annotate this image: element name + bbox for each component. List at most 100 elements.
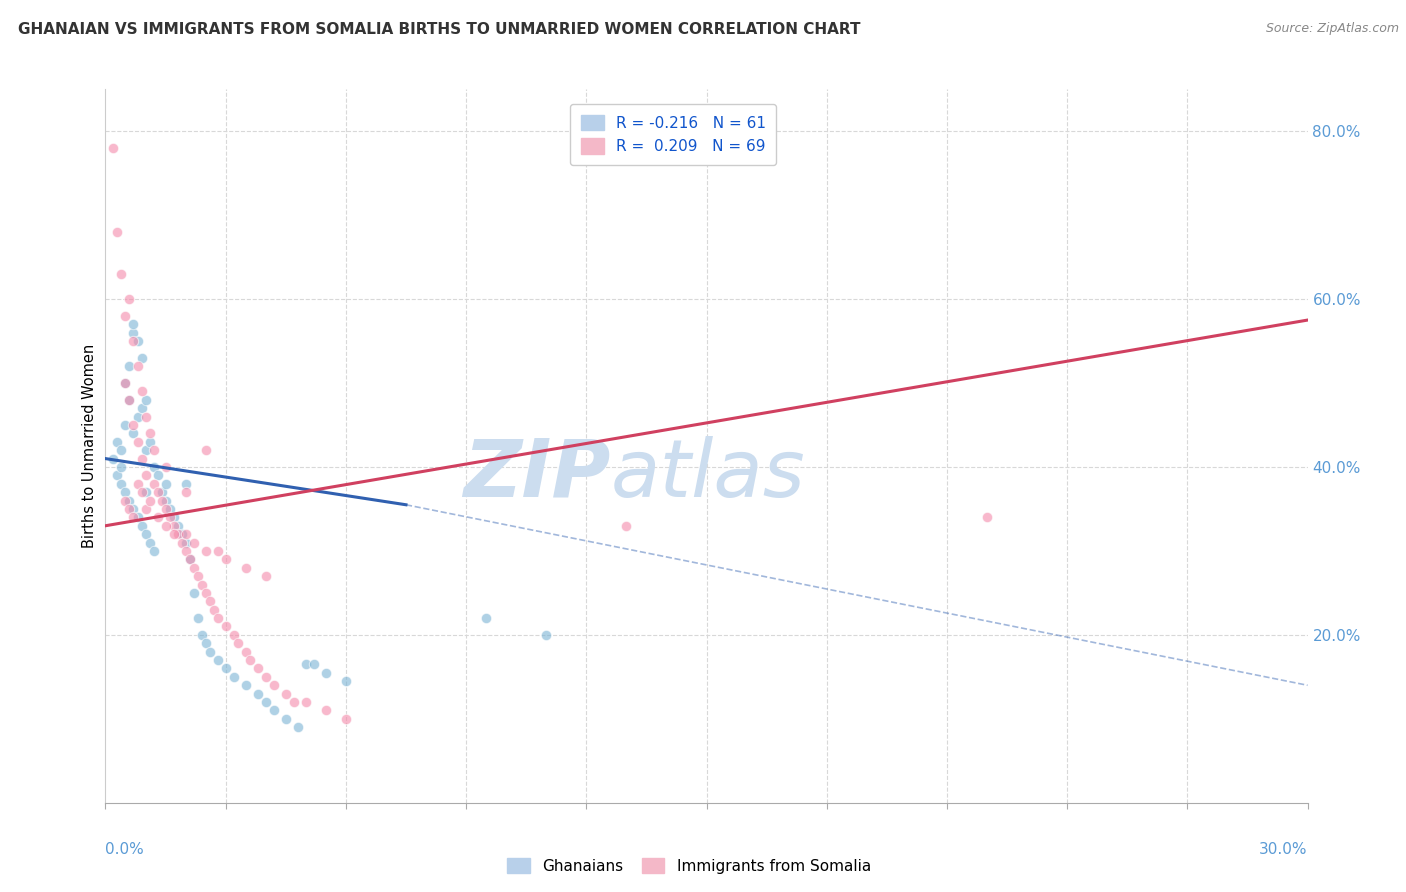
Point bbox=[170, 527, 193, 541]
Point bbox=[135, 409, 157, 424]
Point bbox=[976, 510, 998, 524]
Point bbox=[155, 460, 177, 475]
Point bbox=[166, 527, 188, 541]
Point bbox=[174, 476, 197, 491]
Point bbox=[274, 712, 297, 726]
Point bbox=[107, 468, 129, 483]
Point bbox=[302, 657, 325, 672]
Point bbox=[207, 611, 229, 625]
Point bbox=[246, 661, 269, 675]
Point bbox=[226, 636, 249, 650]
Point bbox=[166, 518, 188, 533]
Point bbox=[142, 443, 165, 458]
Point bbox=[110, 476, 132, 491]
Point bbox=[135, 443, 157, 458]
Point bbox=[187, 569, 209, 583]
Point bbox=[235, 560, 257, 574]
Point bbox=[131, 451, 153, 466]
Point bbox=[295, 695, 318, 709]
Point bbox=[155, 493, 177, 508]
Text: GHANAIAN VS IMMIGRANTS FROM SOMALIA BIRTHS TO UNMARRIED WOMEN CORRELATION CHART: GHANAIAN VS IMMIGRANTS FROM SOMALIA BIRT… bbox=[18, 22, 860, 37]
Text: atlas: atlas bbox=[610, 435, 806, 514]
Point bbox=[174, 485, 197, 500]
Point bbox=[174, 535, 197, 549]
Point bbox=[103, 141, 125, 155]
Point bbox=[135, 502, 157, 516]
Point bbox=[122, 318, 145, 332]
Point bbox=[122, 417, 145, 432]
Point bbox=[114, 417, 136, 432]
Y-axis label: Births to Unmarried Women: Births to Unmarried Women bbox=[82, 344, 97, 548]
Point bbox=[122, 426, 145, 441]
Point bbox=[214, 619, 236, 633]
Point bbox=[214, 661, 236, 675]
Point bbox=[475, 611, 498, 625]
Point bbox=[162, 527, 184, 541]
Point bbox=[110, 443, 132, 458]
Point bbox=[183, 535, 205, 549]
Point bbox=[274, 687, 297, 701]
Point bbox=[110, 460, 132, 475]
Point bbox=[107, 225, 129, 239]
Point bbox=[194, 586, 217, 600]
Point bbox=[118, 292, 141, 306]
Point bbox=[202, 603, 225, 617]
Point bbox=[534, 628, 557, 642]
Point bbox=[194, 544, 217, 558]
Legend: R = -0.216   N = 61, R =  0.209   N = 69: R = -0.216 N = 61, R = 0.209 N = 69 bbox=[569, 104, 776, 165]
Point bbox=[235, 678, 257, 692]
Point bbox=[155, 502, 177, 516]
Point bbox=[142, 476, 165, 491]
Point bbox=[146, 485, 169, 500]
Point bbox=[127, 409, 149, 424]
Point bbox=[194, 443, 217, 458]
Point bbox=[183, 560, 205, 574]
Point bbox=[335, 712, 357, 726]
Point bbox=[127, 510, 149, 524]
Point bbox=[190, 577, 212, 591]
Point bbox=[114, 376, 136, 390]
Point bbox=[122, 326, 145, 340]
Point bbox=[254, 695, 277, 709]
Point bbox=[315, 665, 337, 680]
Point bbox=[135, 468, 157, 483]
Point bbox=[187, 611, 209, 625]
Point bbox=[114, 309, 136, 323]
Point bbox=[155, 518, 177, 533]
Point bbox=[162, 518, 184, 533]
Legend: Ghanaians, Immigrants from Somalia: Ghanaians, Immigrants from Somalia bbox=[501, 852, 877, 880]
Point bbox=[131, 518, 153, 533]
Point bbox=[235, 645, 257, 659]
Point bbox=[146, 468, 169, 483]
Point bbox=[207, 544, 229, 558]
Point bbox=[138, 426, 160, 441]
Point bbox=[616, 518, 638, 533]
Point bbox=[110, 267, 132, 281]
Point bbox=[239, 653, 262, 667]
Point bbox=[107, 434, 129, 449]
Point bbox=[198, 645, 221, 659]
Point bbox=[114, 376, 136, 390]
Point bbox=[254, 569, 277, 583]
Point bbox=[159, 502, 181, 516]
Point bbox=[131, 485, 153, 500]
Point bbox=[103, 451, 125, 466]
Point bbox=[118, 392, 141, 407]
Point bbox=[174, 544, 197, 558]
Point bbox=[135, 392, 157, 407]
Point bbox=[146, 510, 169, 524]
Point bbox=[170, 535, 193, 549]
Point bbox=[114, 493, 136, 508]
Point bbox=[138, 434, 160, 449]
Point bbox=[138, 493, 160, 508]
Point bbox=[162, 510, 184, 524]
Point bbox=[127, 334, 149, 348]
Point bbox=[174, 527, 197, 541]
Point bbox=[183, 586, 205, 600]
Point bbox=[127, 434, 149, 449]
Point bbox=[287, 720, 309, 734]
Point bbox=[122, 510, 145, 524]
Point bbox=[118, 392, 141, 407]
Point bbox=[150, 493, 173, 508]
Point bbox=[142, 460, 165, 475]
